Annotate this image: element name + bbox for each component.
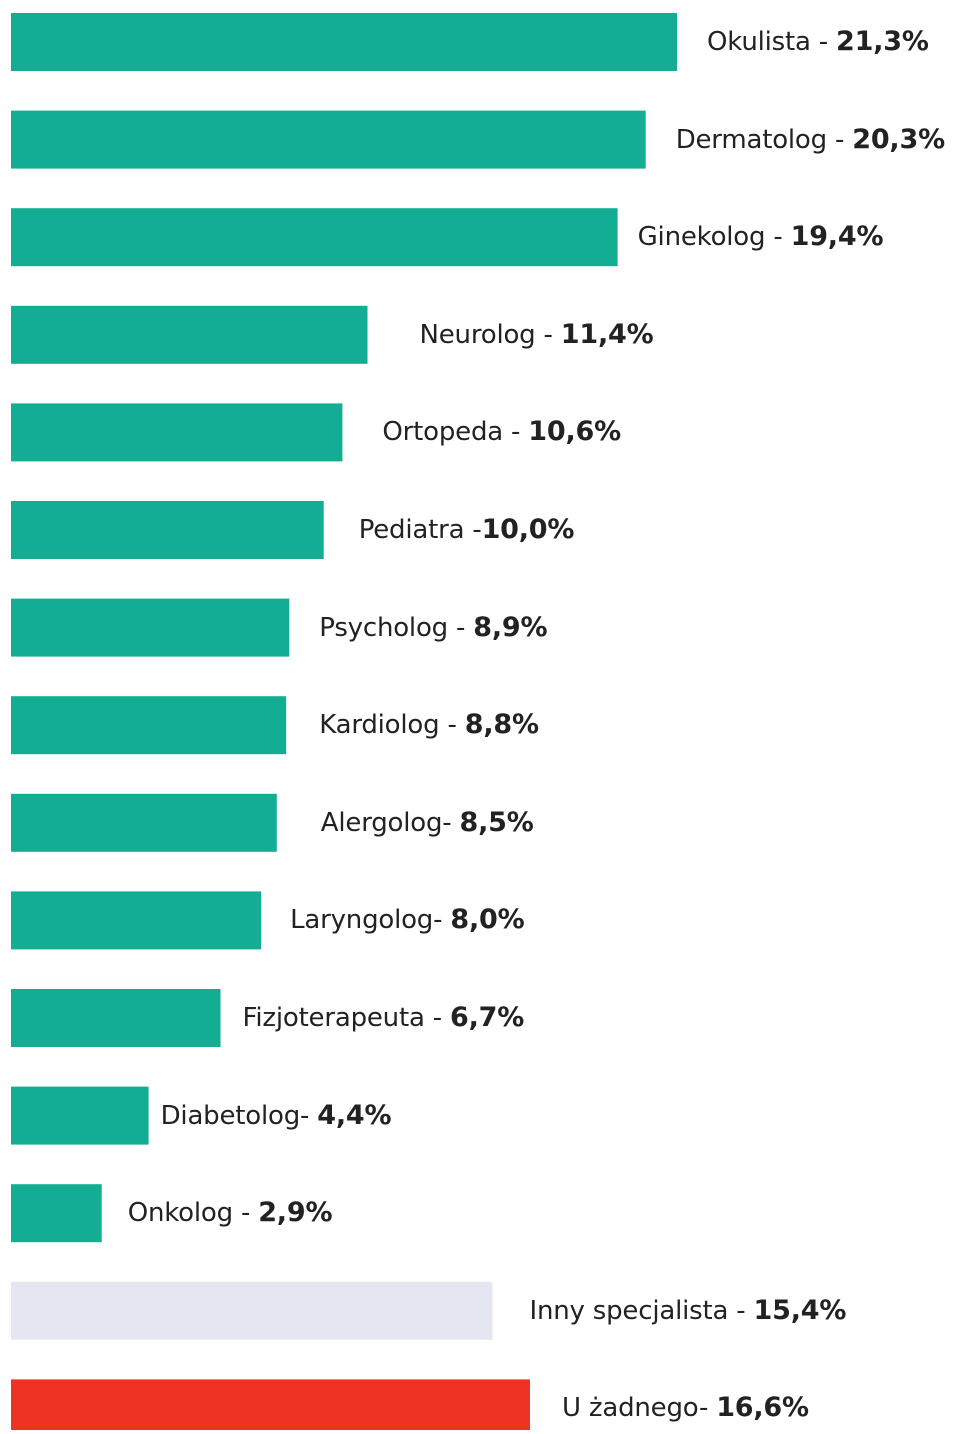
bar-label-separator: - bbox=[300, 1100, 318, 1131]
bar-label-value: 19,4% bbox=[790, 221, 884, 253]
bar-label-name: Laryngolog bbox=[290, 905, 434, 936]
bar-3 bbox=[11, 208, 618, 267]
bar-label-name: Onkolog bbox=[127, 1198, 233, 1229]
bar-label-separator: - bbox=[232, 1198, 259, 1229]
bar-label-value: 8,5% bbox=[459, 806, 534, 838]
bar-6 bbox=[11, 501, 324, 559]
bar-8 bbox=[11, 696, 287, 755]
bar-label-11: Fizjoterapeuta - 6,7% bbox=[242, 1002, 525, 1034]
bar-label-separator: - bbox=[698, 1393, 717, 1424]
bar-label-5: Ortopeda - 10,6% bbox=[382, 416, 621, 448]
bar-label-name: Pediatra bbox=[358, 515, 465, 545]
bar-label-value: 10,0% bbox=[481, 514, 575, 545]
bar-label-name: Diabetolog bbox=[160, 1100, 301, 1131]
bar-label-name: U żadnego bbox=[562, 1393, 699, 1424]
bar-label-separator: - bbox=[442, 807, 460, 838]
bar-label-value: 20,3% bbox=[852, 123, 945, 155]
bar-label-name: Alergolog bbox=[320, 807, 443, 838]
bar-15 bbox=[11, 1379, 530, 1434]
bar-label-13: Onkolog - 2,9% bbox=[127, 1197, 333, 1229]
bar-label-name: Fizjoterapeuta bbox=[242, 1003, 425, 1033]
bar-label-1: Okulista - 21,3% bbox=[707, 26, 929, 58]
bar-12 bbox=[11, 1086, 149, 1145]
bar-10 bbox=[11, 891, 262, 950]
bar-label-name: Inny specjalista bbox=[529, 1295, 729, 1326]
bar-label-name: Kardiolog bbox=[319, 710, 440, 741]
bar-label-value: 10,6% bbox=[528, 416, 621, 448]
bar-label-name: Okulista bbox=[707, 27, 811, 57]
bar-label-value: 8,8% bbox=[464, 709, 539, 741]
bar-label-name: Dermatolog bbox=[675, 124, 827, 155]
bar-label-separator: - bbox=[810, 27, 837, 57]
bar-label-value: 15,4% bbox=[753, 1294, 847, 1326]
bar-label-4: Neurolog - 11,4% bbox=[419, 318, 654, 350]
bar-label-separator: - bbox=[439, 710, 465, 741]
bar-label-separator: - bbox=[502, 417, 529, 448]
bar-9 bbox=[11, 793, 277, 852]
bar-label-separator: - bbox=[826, 124, 853, 155]
bar-label-2: Dermatolog - 20,3% bbox=[675, 123, 945, 155]
bar-label-value: 4,4% bbox=[317, 1099, 392, 1131]
bar-label-7: Psycholog - 8,9% bbox=[319, 611, 548, 643]
bar-4 bbox=[11, 305, 368, 364]
bar-2 bbox=[11, 110, 646, 169]
bar-label-separator: - bbox=[535, 319, 561, 350]
bar-1 bbox=[11, 13, 677, 71]
bar-label-value: 8,0% bbox=[450, 904, 525, 936]
bar-label-value: 8,9% bbox=[473, 611, 548, 643]
bar-label-14: Inny specjalista - 15,4% bbox=[529, 1294, 847, 1326]
bar-14 bbox=[11, 1281, 493, 1340]
bar-label-9: Alergolog- 8,5% bbox=[320, 806, 534, 838]
bar-7 bbox=[11, 598, 290, 657]
bar-11 bbox=[11, 989, 221, 1047]
bar-label-separator: - bbox=[765, 222, 791, 253]
bar-label-name: Neurolog bbox=[419, 319, 536, 350]
bar-label-separator: - bbox=[447, 612, 474, 643]
bar-13 bbox=[11, 1184, 102, 1243]
bar-label-name: Ortopeda bbox=[382, 417, 503, 448]
bar-label-separator: - bbox=[728, 1295, 754, 1326]
bar-label-6: Pediatra -10,0% bbox=[358, 514, 575, 546]
bar-label-8: Kardiolog - 8,8% bbox=[319, 709, 539, 741]
bar-label-value: 11,4% bbox=[560, 318, 654, 350]
bar-5 bbox=[11, 403, 343, 462]
bar-label-separator: - bbox=[433, 905, 451, 936]
bar-label-value: 6,7% bbox=[450, 1002, 525, 1033]
bar-label-name: Psycholog bbox=[319, 612, 448, 643]
bar-label-15: U żadnego- 16,6% bbox=[562, 1392, 809, 1424]
bar-label-3: Ginekolog - 19,4% bbox=[637, 221, 884, 253]
bar-label-separator: - bbox=[424, 1003, 450, 1033]
bar-label-value: 21,3% bbox=[836, 26, 929, 57]
bar-label-10: Laryngolog- 8,0% bbox=[290, 904, 525, 936]
bar-label-separator: - bbox=[464, 515, 482, 545]
bar-label-value: 2,9% bbox=[258, 1197, 333, 1229]
bar-label-name: Ginekolog bbox=[637, 222, 766, 253]
bar-label-12: Diabetolog- 4,4% bbox=[160, 1099, 392, 1131]
bar-label-value: 16,6% bbox=[716, 1392, 809, 1424]
